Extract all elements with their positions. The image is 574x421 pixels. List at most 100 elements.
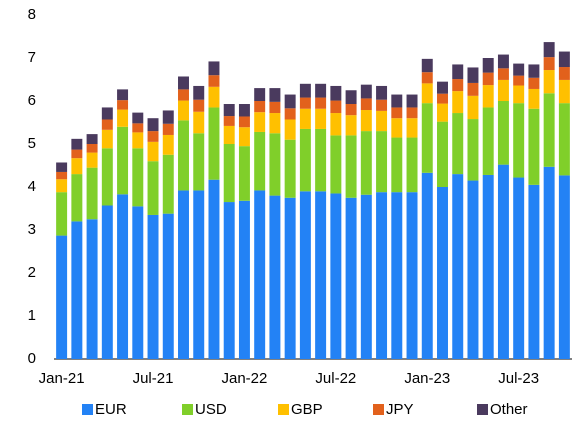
- bar-segment: [299, 108, 311, 129]
- bar-segment: [208, 75, 220, 87]
- bar-segment: [162, 123, 174, 135]
- bar-segment: [254, 88, 266, 101]
- bar-segment: [360, 131, 372, 195]
- bar-segment: [467, 67, 479, 83]
- bar-segment: [558, 67, 570, 80]
- bar-segment: [117, 89, 129, 101]
- y-tick-label: 5: [28, 135, 36, 152]
- bar-segment: [467, 180, 479, 359]
- bar-segment: [421, 83, 433, 104]
- bar-segment: [193, 99, 205, 112]
- legend-swatch: [182, 404, 193, 415]
- bar-segment: [299, 128, 311, 192]
- bar-segment: [315, 83, 327, 98]
- legend-label: JPY: [386, 401, 414, 418]
- bar-segment: [132, 132, 144, 149]
- bar-segment: [284, 108, 296, 120]
- bar-segment: [330, 113, 342, 136]
- bar-segment: [330, 85, 342, 101]
- bar-segment: [178, 100, 189, 121]
- bar-segment: [482, 72, 494, 86]
- bar-segment: [437, 81, 448, 94]
- bar-segment: [193, 85, 205, 100]
- bar-segment: [345, 197, 357, 359]
- bar-segment: [223, 104, 235, 117]
- bar-segment: [178, 76, 189, 90]
- bar-segment: [513, 75, 525, 86]
- bar-segment: [147, 214, 159, 359]
- y-tick-label: 0: [28, 350, 36, 367]
- bar-segment: [376, 131, 388, 193]
- y-tick-label: 3: [28, 221, 36, 238]
- bar-segment: [452, 113, 464, 175]
- bar-segment: [162, 110, 174, 124]
- bar-segment: [147, 131, 159, 142]
- bar-segment: [497, 54, 509, 69]
- bar-segment: [482, 174, 494, 359]
- bar-segment: [360, 84, 372, 99]
- bar-segment: [376, 110, 388, 132]
- bar-segment: [101, 129, 113, 149]
- bar-segment: [86, 219, 98, 359]
- bar-segment: [513, 85, 525, 104]
- legend-swatch: [278, 404, 289, 415]
- bar-segment: [223, 202, 235, 359]
- bar-segment: [315, 191, 327, 359]
- bar-segment: [86, 167, 98, 220]
- bar-segment: [238, 104, 250, 117]
- legend-label: Other: [490, 401, 528, 418]
- bar-segment: [360, 110, 372, 132]
- bar-segment: [406, 107, 418, 119]
- bar-segment: [117, 126, 129, 195]
- bar-segment: [452, 91, 464, 114]
- bar-segment: [513, 177, 525, 359]
- bar-segment: [406, 94, 418, 108]
- bar-segment: [345, 90, 357, 105]
- bar-segment: [284, 197, 296, 359]
- bar-segment: [558, 51, 570, 68]
- bar-segment: [376, 85, 388, 100]
- bar-segment: [269, 113, 281, 134]
- legend-label: USD: [195, 401, 227, 418]
- bar-segment: [513, 103, 525, 178]
- bar-segment: [406, 192, 418, 359]
- bar-segment: [238, 146, 250, 201]
- bar-segment: [406, 118, 418, 138]
- x-tick-label: Jan-22: [222, 370, 268, 387]
- y-tick-label: 6: [28, 92, 36, 109]
- bar-segment: [71, 149, 83, 159]
- bar-segment: [269, 88, 281, 102]
- bar-segment: [391, 118, 403, 138]
- bar-segment: [467, 119, 479, 181]
- bar-segment: [56, 162, 68, 172]
- bar-segment: [452, 174, 464, 359]
- bar-segment: [238, 200, 250, 359]
- bar-segment: [56, 179, 68, 193]
- y-tick-label: 2: [28, 264, 36, 281]
- bar-segment: [208, 107, 220, 180]
- legend-label: GBP: [291, 401, 323, 418]
- bar-segment: [71, 158, 83, 175]
- bar-segment: [513, 63, 525, 76]
- legend-label: EUR: [95, 401, 127, 418]
- bar-segment: [558, 79, 570, 104]
- bar-segment: [299, 191, 311, 359]
- bar-segment: [223, 125, 235, 144]
- bar-segment: [117, 100, 129, 110]
- bar-segment: [497, 68, 509, 80]
- bar-segment: [254, 112, 266, 132]
- bar-segment: [497, 79, 509, 101]
- bar-segment: [238, 116, 250, 128]
- bar-segment: [437, 93, 448, 104]
- bar-segment: [558, 175, 570, 359]
- bar-segment: [284, 139, 296, 198]
- bar-segment: [467, 82, 479, 96]
- bar-segment: [147, 141, 159, 162]
- bar-segment: [71, 174, 83, 222]
- bar-segment: [101, 119, 113, 130]
- bar-segment: [345, 135, 357, 198]
- bar-segment: [56, 171, 68, 180]
- bar-segment: [269, 195, 281, 359]
- bar-segment: [208, 61, 220, 76]
